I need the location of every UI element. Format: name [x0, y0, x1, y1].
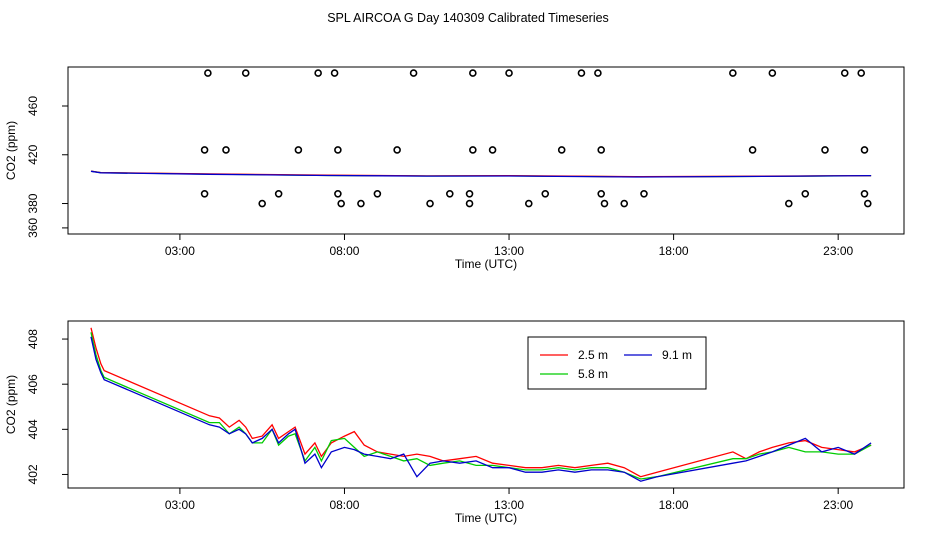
x-axis-label: Time (UTC)	[455, 257, 517, 271]
x-tick-label: 13:00	[494, 244, 524, 258]
data-point	[426, 199, 434, 208]
x-tick-label: 18:00	[659, 244, 689, 258]
series-line-5-8-m	[90, 332, 872, 480]
chart-title: SPL AIRCOA G Day 140309 Calibrated Times…	[327, 11, 609, 25]
y-axis-label: CO2 (ppm)	[4, 375, 18, 434]
y-tick-label: 460	[26, 96, 40, 116]
data-point	[409, 69, 418, 77]
x-tick-label: 18:00	[659, 498, 689, 512]
x-tick-label: 13:00	[494, 498, 524, 512]
x-tick-label: 03:00	[165, 244, 195, 258]
data-point	[445, 189, 454, 198]
data-point	[640, 189, 648, 198]
data-point	[505, 69, 513, 77]
data-point	[357, 199, 365, 208]
x-tick-label: 08:00	[329, 244, 359, 258]
data-point	[600, 199, 609, 208]
x-axis-label: Time (UTC)	[455, 511, 517, 525]
x-tick-label: 08:00	[329, 498, 359, 512]
data-point	[863, 199, 872, 208]
data-point	[597, 146, 605, 154]
data-point	[857, 69, 866, 77]
data-point	[330, 69, 339, 77]
data-point	[337, 199, 345, 208]
legend: 2.5 m 5.8 m 9.1 m	[527, 336, 707, 390]
data-point	[334, 146, 342, 154]
data-point	[748, 146, 757, 154]
data-point	[204, 69, 212, 77]
data-point	[393, 146, 401, 154]
data-point	[274, 189, 283, 198]
y-tick-label: 360	[26, 218, 40, 238]
y-tick-label: 420	[26, 144, 40, 164]
data-point	[620, 199, 629, 208]
data-point	[373, 189, 382, 198]
data-point	[258, 199, 266, 208]
panel-1: 03:00 08:00 13:00 18:00 23:00 Time (UTC) 360 38…	[4, 66, 905, 271]
y-axis-label: CO2 (ppm)	[4, 121, 18, 180]
data-point	[200, 189, 209, 198]
y-tick-label: 380	[26, 193, 40, 213]
data-point	[222, 146, 230, 154]
legend-label: 5.8 m	[578, 367, 608, 381]
x-tick-label: 23:00	[823, 244, 853, 258]
data-point	[729, 69, 737, 77]
data-point	[294, 146, 303, 154]
data-point	[594, 69, 602, 77]
y-tick-label: 402	[26, 464, 40, 484]
data-point	[801, 189, 810, 198]
data-point	[334, 189, 342, 198]
y-tick-label: 408	[26, 329, 40, 349]
data-point	[465, 199, 474, 208]
data-point	[557, 146, 566, 154]
y-tick-label: 406	[26, 374, 40, 394]
plot-frame	[67, 320, 905, 489]
legend-label: 9.1 m	[662, 348, 692, 362]
x-tick-label: 03:00	[165, 498, 195, 512]
data-point	[469, 69, 477, 77]
data-point	[768, 69, 777, 77]
data-point	[314, 69, 322, 77]
legend-label: 2.5 m	[578, 348, 608, 362]
data-point	[541, 189, 550, 198]
data-point	[524, 199, 533, 208]
data-point	[469, 146, 477, 154]
data-point	[241, 69, 250, 77]
data-point	[840, 69, 849, 77]
y-tick-label: 404	[26, 419, 40, 439]
data-point	[821, 146, 829, 154]
panel-2: 03:00 08:00 13:00 18:00 23:00 Time (UTC) 402 40…	[4, 320, 905, 525]
data-point	[860, 146, 869, 154]
data-point	[785, 199, 793, 208]
data-point	[200, 146, 209, 154]
series-line-2-5-m	[90, 327, 872, 478]
data-point	[465, 189, 474, 198]
series-line-3	[90, 170, 872, 178]
x-tick-label: 23:00	[823, 498, 853, 512]
plot-frame	[67, 66, 905, 235]
data-point	[577, 69, 586, 77]
data-point	[488, 146, 497, 154]
legend-box	[527, 336, 707, 390]
data-point	[860, 189, 869, 198]
data-point	[597, 189, 605, 198]
series-line-9-1-m	[90, 336, 872, 482]
